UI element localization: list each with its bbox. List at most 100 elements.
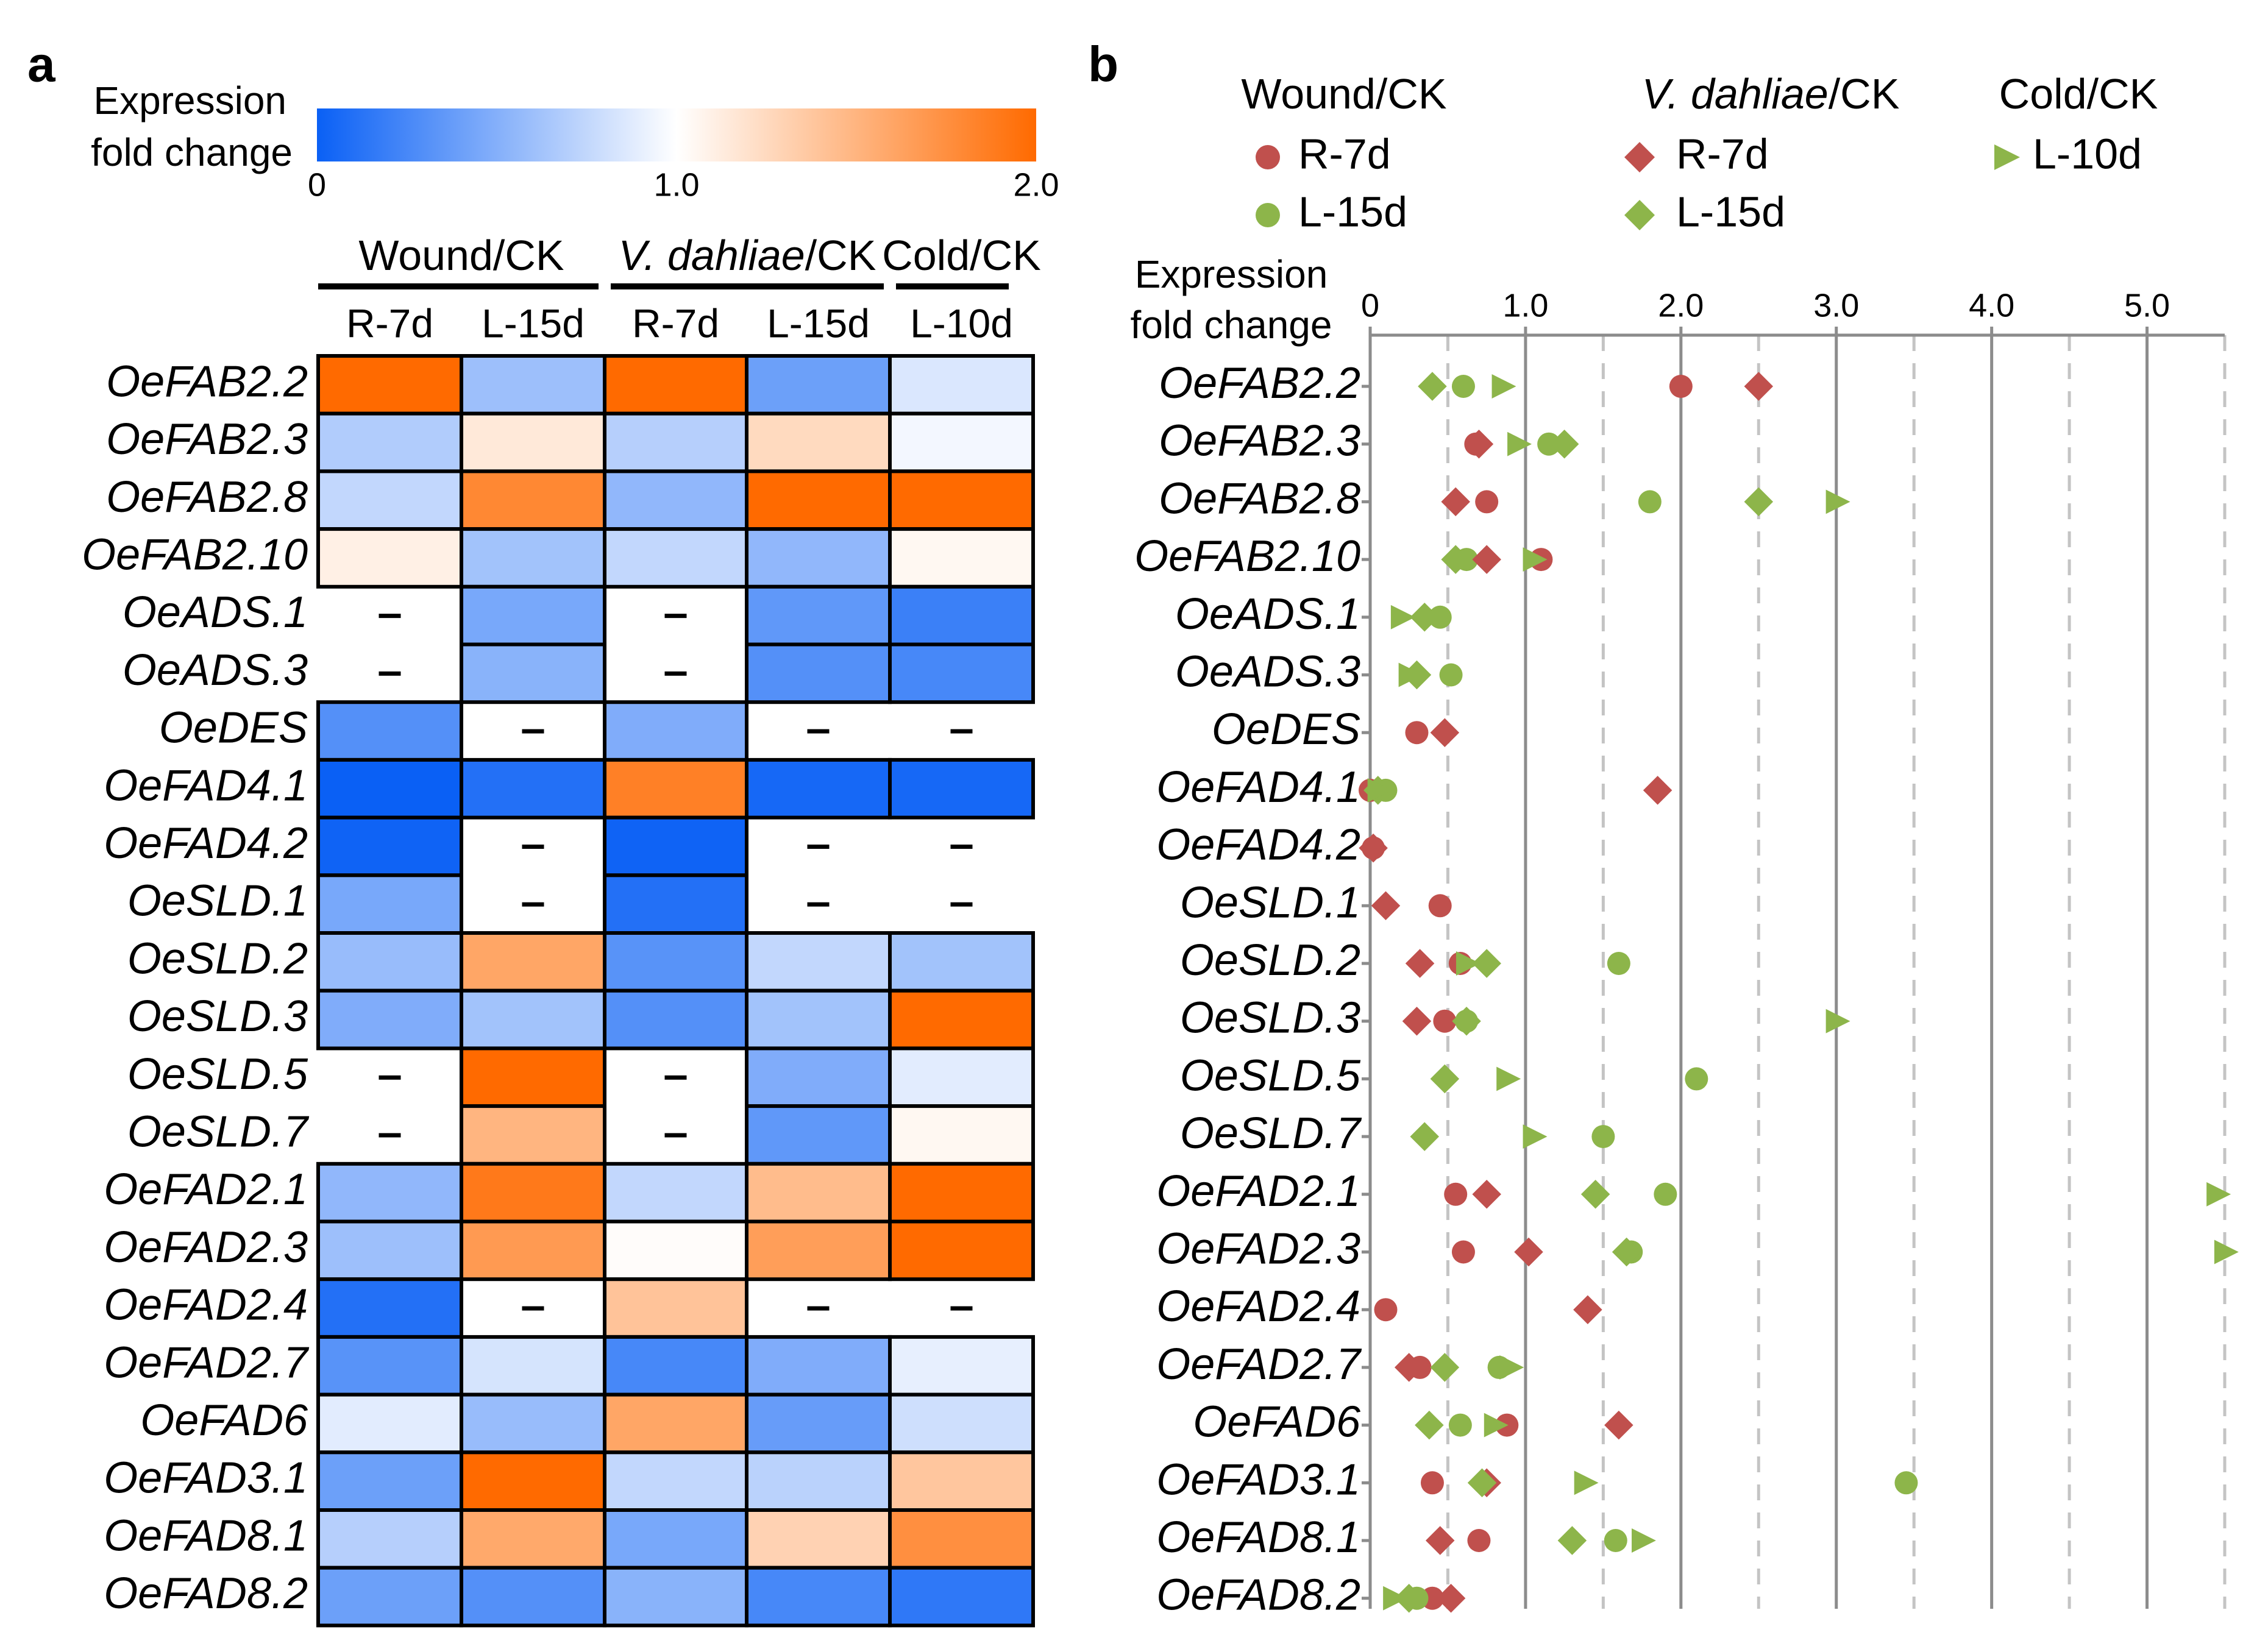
heatmap-cell: [888, 354, 1035, 416]
heatmap-cell: [745, 988, 892, 1051]
heatmap-cell: [888, 411, 1035, 473]
heatmap-gene-label: OeSLD.2: [127, 934, 308, 983]
heatmap-cell: [603, 469, 748, 531]
heatmap-gene-label: OeFAD2.7: [104, 1338, 310, 1387]
heatmap-cell: [316, 1219, 463, 1282]
heatmap-cell: [316, 1450, 463, 1512]
missing-dash: [664, 1075, 687, 1080]
heatmap-gene-label: OeFAD8.2: [104, 1569, 308, 1618]
heatmap-cell: [316, 1277, 463, 1339]
column-header: R-7d: [632, 300, 719, 346]
heatmap-cell: [745, 584, 892, 647]
heatmap-cell: [603, 1508, 748, 1570]
heatmap-cell: [603, 873, 748, 935]
heatmap-cell: [460, 757, 606, 820]
heatmap-cell: [316, 1566, 463, 1628]
heatmap-cell: [316, 469, 463, 531]
colorbar-tick-label: 2.0: [1013, 166, 1059, 203]
heatmap-cell: [745, 757, 892, 820]
heatmap-cell: [603, 1566, 748, 1628]
missing-dash: [522, 729, 544, 734]
heatmap-cell: [460, 354, 606, 416]
heatmap-cell: [888, 1566, 1035, 1628]
heatmap-cell: [460, 1161, 606, 1224]
missing-dash: [950, 729, 973, 734]
heatmap-gene-label: OeFAB2.8: [106, 473, 308, 522]
heatmap-cell: [316, 815, 463, 878]
column-header: L-10d: [910, 300, 1013, 346]
heatmap-cell: [316, 700, 463, 762]
heatmap-cell: [603, 1161, 748, 1224]
heatmap-cell: [460, 1046, 606, 1108]
missing-dash: [522, 844, 544, 849]
heatmap-cell: [745, 1046, 892, 1108]
heatmap-cell: [603, 757, 748, 820]
heatmap-cell: [460, 642, 606, 704]
missing-dash: [807, 1306, 830, 1311]
heatmap-cell: [460, 411, 606, 473]
heatmap-cell: [745, 469, 892, 531]
heatmap-cell: [460, 1508, 606, 1570]
missing-dash: [379, 614, 401, 619]
heatmap-cell: [316, 988, 463, 1051]
missing-dash: [807, 729, 830, 734]
heatmap-cell: [745, 354, 892, 416]
missing-dash: [664, 614, 687, 619]
missing-dash: [379, 1075, 401, 1080]
panel-a-letter: a: [27, 37, 56, 93]
heatmap-cell: [603, 700, 748, 762]
heatmap-cell: [745, 411, 892, 473]
heatmap-cell: [460, 988, 606, 1051]
heatmap-gene-label: OeFAD6: [140, 1396, 308, 1445]
heatmap-cell: [745, 1219, 892, 1282]
heatmap-gene-label: OeADS.1: [123, 588, 308, 637]
heatmap-cell: [316, 1335, 463, 1397]
heatmap-cell: [460, 1392, 606, 1455]
heatmap-cell: [888, 1508, 1035, 1570]
heatmap-cell: [745, 1161, 892, 1224]
heatmap-gene-label: OeFAB2.10: [82, 530, 308, 579]
heatmap-cell: [460, 1219, 606, 1282]
heatmap-cell: [888, 1335, 1035, 1397]
heatmap-cell: [316, 527, 463, 589]
heatmap-gene-label: OeFAD3.1: [104, 1454, 308, 1503]
heatmap-cell: [316, 354, 463, 416]
group-header-0-part: Wound/CK: [358, 232, 564, 279]
heatmap-gene-label: OeFAD2.1: [104, 1165, 308, 1214]
missing-dash: [950, 1306, 973, 1311]
heatmap-cell: [745, 1508, 892, 1570]
heatmap-gene-label: OeFAD2.4: [104, 1281, 308, 1330]
heatmap-gene-label: OeADS.3: [123, 646, 308, 695]
heatmap-cell: [888, 988, 1035, 1051]
heatmap-cell: [316, 411, 463, 473]
heatmap-cell: [603, 1450, 748, 1512]
heatmap-gene-label: OeDES: [159, 704, 308, 753]
heatmap-cell: [888, 1104, 1035, 1166]
missing-dash: [664, 671, 687, 676]
heatmap-cell: [460, 1104, 606, 1166]
heatmap-cell: [888, 1392, 1035, 1455]
heatmap-cell: [745, 1566, 892, 1628]
missing-dash: [522, 902, 544, 907]
heatmap-cell: [460, 527, 606, 589]
heatmap-cell: [603, 1219, 748, 1282]
heatmap-cell: [888, 1450, 1035, 1512]
heatmap-cell: [460, 469, 606, 531]
group-header-0: Wound/CK: [358, 232, 564, 279]
group-header-1-part: V. dahliae: [619, 232, 805, 279]
heatmap-gene-label: OeFAD4.2: [104, 819, 308, 868]
column-header: R-7d: [346, 300, 433, 346]
heatmap-cell: [888, 527, 1035, 589]
missing-dash: [950, 902, 973, 907]
heatmap-gene-label: OeFAB2.2: [106, 357, 308, 406]
missing-dash: [379, 1133, 401, 1138]
heatmap-cell: [603, 815, 748, 878]
heatmap-cell: [745, 1450, 892, 1512]
heatmap-cell: [745, 1104, 892, 1166]
heatmap-gene-label: OeSLD.7: [127, 1107, 310, 1156]
heatmap-cell: [460, 931, 606, 993]
heatmap-cell: [316, 1508, 463, 1570]
heatmap-cell: [316, 1392, 463, 1455]
